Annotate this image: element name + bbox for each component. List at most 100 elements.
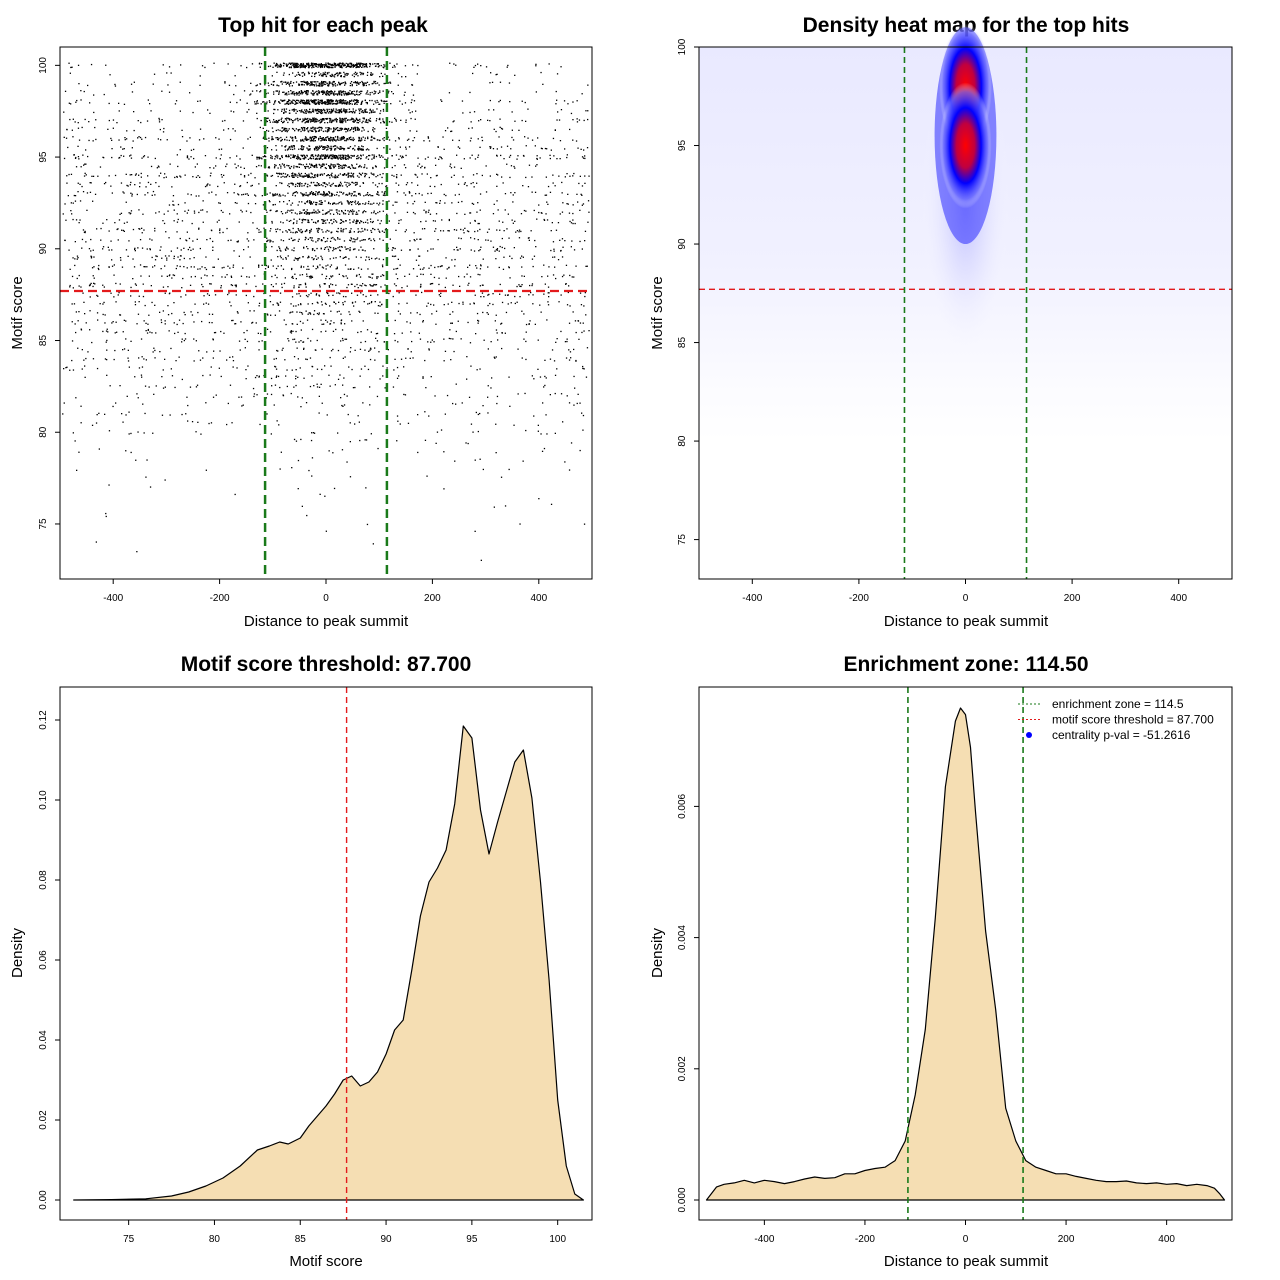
scatter-point [375,120,377,122]
scatter-point [306,275,308,277]
scatter-point [160,172,162,174]
scatter-point [119,213,121,215]
scatter-point [568,285,570,287]
scatter-point [282,258,284,260]
scatter-point [81,238,84,241]
scatter-point [349,219,351,221]
scatter-point [288,66,291,68]
scatter-point [360,63,362,65]
scatter-point [293,145,295,147]
scatter-point [369,64,372,66]
scatter-point [440,230,442,232]
scatter-point [69,268,71,270]
scatter-point [273,195,275,197]
scatter-point [355,65,357,67]
scatter-point [309,108,311,110]
scatter-point [556,158,558,160]
scatter-point [332,176,334,178]
scatter-point [349,249,351,251]
scatter-point [529,284,531,287]
scatter-point [351,238,353,240]
scatter-point [348,258,350,260]
scatter-point [307,200,309,202]
scatter-point [380,122,382,124]
scatter-point [299,274,301,276]
scatter-point [176,231,178,233]
scatter-point [358,137,361,139]
scatter-point [374,128,376,130]
scatter-point [340,66,342,68]
scatter-point [331,154,333,156]
scatter-point [373,248,375,250]
scatter-point [525,120,527,122]
scatter-point [346,103,348,105]
scatter-point [312,240,314,242]
scatter-point [335,148,337,150]
scatter-point [353,119,355,121]
scatter-point [328,182,330,184]
scatter-point [205,302,207,304]
scatter-point [318,158,321,160]
scatter-point [573,276,575,278]
scatter-point [335,257,337,259]
scatter-point [343,148,346,150]
scatter-point [379,173,381,176]
scatter-point [495,130,497,133]
scatter-point [209,237,211,240]
scatter-point [308,66,310,68]
scatter-point [297,102,299,104]
scatter-point [134,247,136,249]
scatter-point [469,212,472,214]
scatter-point [91,175,93,177]
scatter-point [356,274,358,276]
scatter-point [315,117,317,120]
scatter-point [561,275,564,278]
scatter-point [318,139,320,141]
scatter-point [429,185,431,187]
scatter-point [261,158,263,160]
scatter-point [339,146,341,148]
scatter-point [441,158,443,160]
scatter-point [275,231,277,233]
scatter-point [439,202,441,204]
scatter-point [246,181,248,184]
scatter-point [584,240,586,242]
scatter-point [119,257,122,259]
scatter-point [354,200,357,202]
scatter-point [323,64,325,66]
scatter-point [385,185,387,188]
scatter-point [326,130,328,133]
scatter-point [370,301,373,304]
scatter-point [114,85,117,87]
scatter-point [353,99,355,101]
scatter-point [381,274,384,276]
scatter-point [349,247,351,249]
scatter-point [330,112,333,114]
scatter-point [348,111,350,113]
scatter-point [156,255,158,258]
scatter-point [349,239,351,241]
scatter-point [343,109,345,111]
scatter-point [287,255,289,257]
scatter-point [361,285,363,287]
scatter-point [180,249,182,251]
scatter-point [470,249,472,251]
scatter-point [398,292,400,294]
scatter-point [349,249,351,252]
scatter-point [369,62,371,65]
scatter-point [275,90,277,92]
scatter-point [300,148,303,150]
scatter-point [567,203,569,205]
scatter-point [351,118,353,121]
scatter-point [571,240,573,242]
scatter-point [382,239,384,241]
scatter-point [327,73,329,75]
scatter-point [303,154,305,156]
scatter-point [295,278,297,280]
scatter-point [71,129,73,131]
scatter-point [149,249,151,251]
scatter-point [363,111,365,114]
scatter-point [294,136,296,138]
scatter-point [166,275,168,277]
scatter-point [398,137,400,139]
